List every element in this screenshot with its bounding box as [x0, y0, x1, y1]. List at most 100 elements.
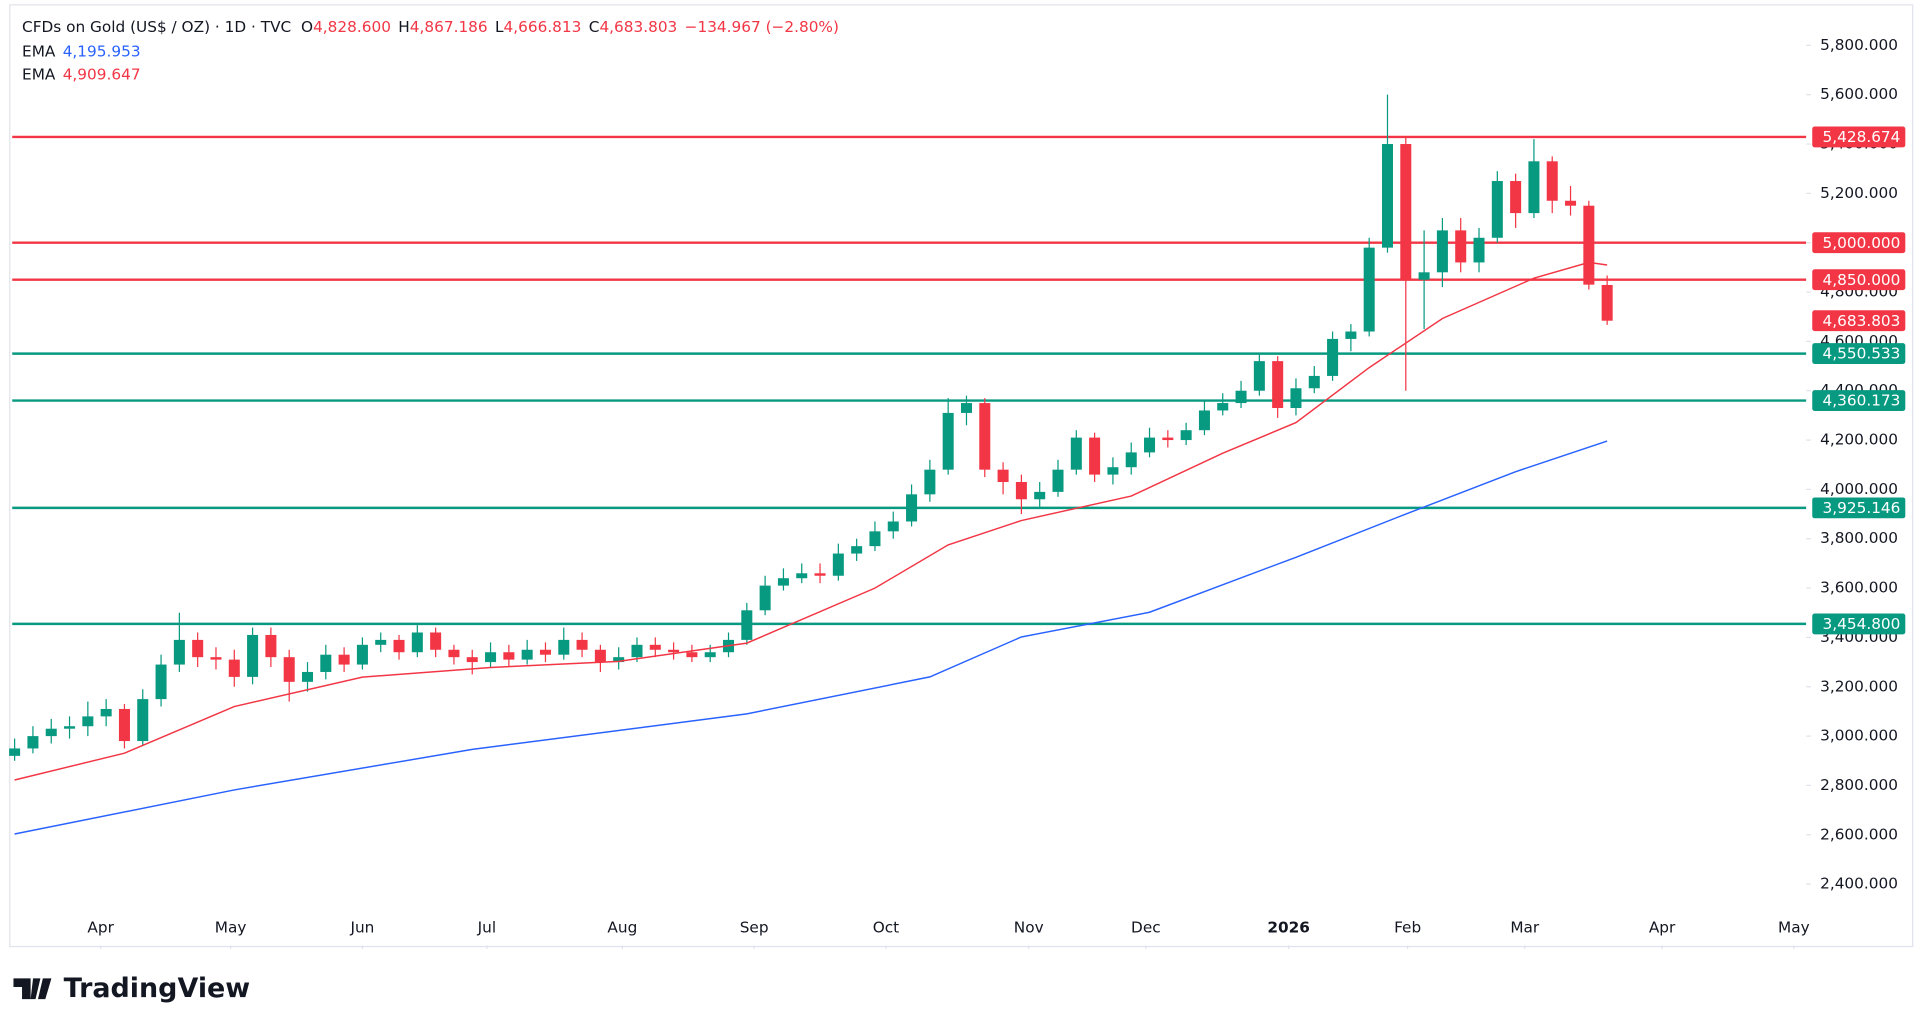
candle-body	[192, 639, 204, 658]
level-box	[1812, 613, 1906, 635]
y-tick-label: 2,400.000	[1820, 875, 1898, 893]
x-tick-label: Nov	[1014, 919, 1044, 937]
candle-body	[1290, 388, 1302, 408]
candle-body	[814, 573, 826, 576]
level-box	[1812, 390, 1906, 411]
x-tick-label: Jun	[349, 919, 374, 937]
candle-body	[301, 671, 314, 682]
candle-body	[82, 716, 94, 727]
ohlc-value: 4,828.600	[313, 17, 391, 35]
level-box	[1812, 497, 1906, 519]
change: −134.967 (−2.80%)	[685, 17, 839, 35]
candle-body	[1400, 144, 1412, 280]
ohlc-key: L	[495, 17, 504, 35]
candle-body	[1070, 437, 1082, 470]
level-box	[1812, 343, 1906, 364]
candle-body	[997, 469, 1009, 483]
candle-body	[1381, 144, 1394, 248]
candle-body	[1125, 452, 1137, 468]
candle-body	[320, 654, 332, 672]
ema-legend: EMA 4,909.647	[22, 65, 141, 83]
candle-body	[924, 469, 936, 495]
y-tick-label: 3,800.000	[1820, 529, 1898, 547]
y-tick-label: 2,600.000	[1820, 825, 1898, 843]
candle-body	[539, 649, 551, 655]
ohlc-key: H	[398, 17, 410, 35]
candle-body	[265, 634, 277, 658]
ema-name: EMA	[22, 65, 56, 83]
x-tick-label: Sep	[740, 919, 769, 937]
ohlc: O4,828.600 H4,867.186 L4,666.813 C4,683.803	[301, 17, 677, 35]
candle-body	[1455, 230, 1467, 263]
ema-value: 4,909.647	[63, 65, 141, 83]
ema-lines	[14, 261, 1608, 835]
candle-body	[759, 585, 771, 611]
level-label: 5,000.000	[1823, 234, 1901, 252]
candle-body	[960, 403, 972, 413]
ema-value: 4,195.953	[63, 42, 141, 60]
x-tick-label: Aug	[607, 919, 637, 937]
candle-body	[375, 639, 387, 645]
candle-body	[1089, 437, 1101, 475]
y-tick-label: 3,200.000	[1820, 677, 1898, 695]
ema-name: EMA	[22, 42, 56, 60]
y-tick-label: 3,000.000	[1820, 727, 1898, 745]
candle-body	[1327, 338, 1339, 376]
candle-body	[832, 553, 844, 576]
frame	[9, 4, 1914, 948]
brand: TradingView	[64, 973, 251, 1004]
x-tick-label: May	[1778, 919, 1810, 937]
symbol: CFDs on Gold (US$ / OZ) · 1D · TVC	[22, 17, 291, 35]
candle-body	[100, 708, 112, 717]
y-tick-label: 3,600.000	[1820, 579, 1898, 597]
candle-body	[247, 634, 259, 677]
level-box	[1812, 269, 1906, 291]
ema-line	[14, 440, 1608, 835]
candle-body	[393, 639, 405, 653]
candle-body	[1015, 482, 1027, 500]
y-tick-label: 5,200.000	[1820, 184, 1898, 202]
ohlc-key: C	[589, 17, 600, 35]
y-tick-label: 4,000.000	[1820, 480, 1898, 498]
candle-body	[796, 573, 808, 579]
candle-body	[356, 644, 368, 665]
candle-body	[1583, 205, 1595, 285]
candle-body	[485, 652, 497, 663]
candle-body	[1235, 390, 1247, 404]
candle-body	[631, 644, 643, 658]
candle-body	[942, 412, 954, 470]
candle-body	[1180, 430, 1192, 441]
candle-body	[1363, 247, 1375, 332]
x-tick-label: 2026	[1267, 919, 1310, 937]
candle-body	[228, 659, 240, 677]
y-tick-label: 4,200.000	[1820, 431, 1898, 449]
ohlc-value: 4,683.803	[599, 17, 677, 35]
candle-body	[851, 546, 863, 554]
candle-body	[448, 649, 460, 658]
candle-body	[1565, 200, 1577, 206]
candle-body	[1052, 469, 1064, 492]
x-tick-label: Oct	[873, 919, 899, 937]
x-tick-label: May	[215, 919, 247, 937]
ohlc-value: 4,666.813	[504, 17, 582, 35]
candle-body	[869, 531, 881, 547]
candle-body	[1217, 403, 1229, 411]
candle-body	[887, 521, 899, 532]
ohlc-key: O	[301, 17, 313, 35]
level-label: 4,850.000	[1823, 271, 1901, 289]
candle-body	[1510, 181, 1522, 214]
candle-body	[649, 644, 661, 650]
ema-legend: EMA 4,195.953	[22, 42, 141, 60]
candle-body	[1418, 272, 1430, 280]
candle-body	[64, 726, 76, 729]
candle-body	[338, 654, 350, 665]
candle-body	[613, 657, 625, 663]
candle-body	[1107, 467, 1119, 475]
candle-body	[906, 494, 918, 522]
candle-body	[1198, 410, 1210, 431]
level-label: 3,925.146	[1823, 499, 1901, 517]
candle-body	[1308, 375, 1320, 389]
candle-body	[1253, 361, 1265, 391]
axes: 2,400.000 2,600.000 2,800.000 3,000.000 3,20…	[87, 36, 1898, 949]
